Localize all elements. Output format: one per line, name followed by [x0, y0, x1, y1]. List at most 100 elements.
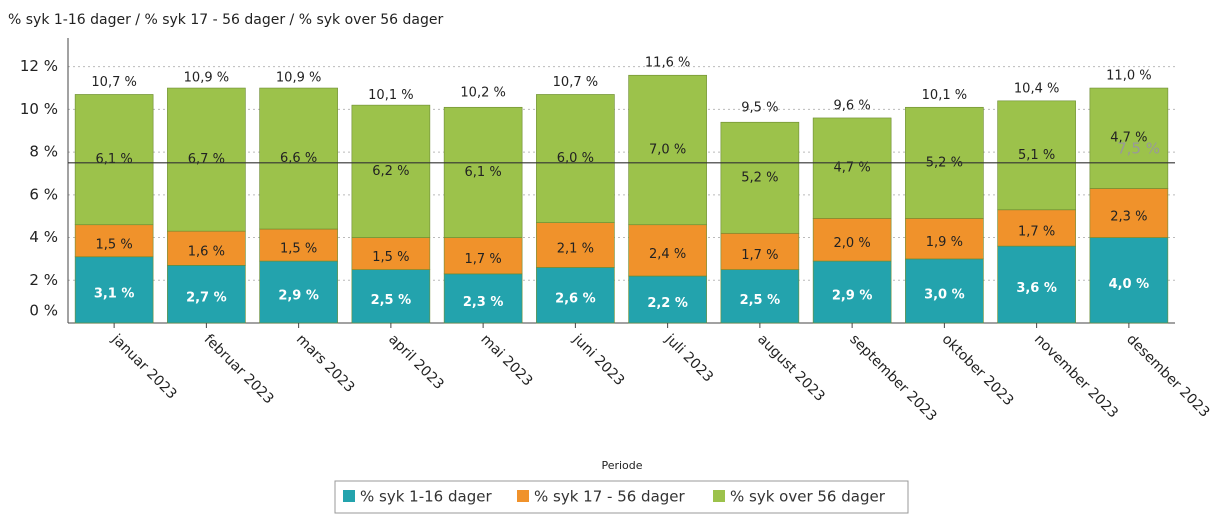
total-label: 10,7 % [91, 75, 136, 90]
x-tick-label: mai 2023 [477, 331, 535, 389]
data-label: 1,7 % [465, 252, 502, 267]
bar-segment [536, 222, 615, 268]
data-label: 2,3 % [1110, 209, 1147, 224]
total-label: 10,7 % [553, 75, 598, 90]
data-label: 6,0 % [557, 151, 594, 166]
bar-segment [351, 237, 431, 270]
reference-label: 7,5 % [1117, 139, 1160, 157]
x-tick-label: juli 2023 [661, 331, 716, 386]
bar-segment [628, 74, 707, 226]
data-label: 1,6 % [188, 245, 225, 260]
data-label: 6,1 % [465, 165, 502, 180]
data-label: 5,1 % [1018, 148, 1055, 163]
bar-segment [720, 232, 800, 270]
x-tick-label: desember 2023 [1123, 331, 1210, 420]
legend-label[interactable]: % syk over 56 dager [730, 488, 886, 506]
x-tick-label: juni 2023 [569, 331, 627, 389]
total-label: 9,6 % [834, 98, 871, 113]
bar-segment [167, 230, 246, 266]
bar-segment [351, 104, 431, 238]
data-label: 2,0 % [834, 236, 871, 251]
x-tick-label: april 2023 [385, 331, 447, 393]
legend-swatch[interactable] [343, 490, 355, 502]
bar-segment [997, 245, 1076, 324]
bar-segment [259, 87, 338, 230]
data-label: 6,2 % [372, 164, 409, 179]
bar-segment [812, 218, 892, 262]
data-label: 1,7 % [1018, 224, 1055, 239]
bar-segment [628, 224, 707, 277]
legend-swatch[interactable] [517, 490, 529, 502]
data-label: 2,3 % [463, 295, 504, 310]
data-label: 2,1 % [557, 242, 594, 257]
data-label: 2,5 % [740, 293, 781, 308]
legend-label[interactable]: % syk 17 - 56 dager [534, 488, 686, 506]
bar-segment [997, 209, 1076, 247]
x-axis-title: Periode [601, 459, 642, 472]
total-label: 10,2 % [460, 86, 505, 101]
data-label: 4,0 % [1109, 277, 1150, 292]
data-label: 2,4 % [649, 247, 686, 262]
bar-segment [536, 267, 615, 324]
x-tick-label: februar 2023 [201, 331, 277, 407]
data-label: 6,6 % [280, 151, 317, 166]
bar-segment [720, 121, 800, 234]
legend-swatch[interactable] [713, 490, 725, 502]
data-label: 3,6 % [1016, 281, 1057, 296]
data-label: 1,7 % [741, 248, 778, 263]
data-label: 4,7 % [834, 161, 871, 176]
bar-segment [259, 260, 338, 324]
x-tick-label: november 2023 [1031, 331, 1121, 421]
data-label: 2,5 % [371, 293, 412, 308]
data-label: 2,9 % [278, 289, 319, 304]
total-label: 9,5 % [741, 101, 778, 116]
total-label: 10,1 % [368, 88, 413, 103]
total-label: 10,9 % [276, 71, 321, 86]
data-label: 2,2 % [647, 296, 688, 311]
total-label: 11,6 % [645, 56, 690, 71]
total-label: 11,0 % [1106, 69, 1151, 84]
bar-segment [167, 87, 246, 232]
total-label: 10,9 % [184, 71, 229, 86]
total-label: 10,4 % [1014, 81, 1059, 96]
x-tick-label: mars 2023 [293, 331, 358, 396]
y-tick-label: 4 % [29, 228, 58, 246]
data-label: 3,0 % [924, 287, 965, 302]
data-label: 3,1 % [94, 286, 135, 301]
x-tick-label: januar 2023 [108, 331, 180, 403]
data-label: 5,2 % [741, 170, 778, 185]
data-label: 2,7 % [186, 291, 227, 306]
data-label: 6,7 % [188, 152, 225, 167]
y-tick-label: 10 % [20, 100, 58, 118]
bar-segment [720, 269, 800, 324]
bar-segment [812, 260, 892, 324]
x-tick-label: august 2023 [754, 331, 828, 405]
data-label: 1,5 % [96, 237, 133, 252]
bar-segment [997, 100, 1076, 211]
chart-title: % syk 1-16 dager / % syk 17 - 56 dager /… [8, 12, 444, 28]
data-label: 4,7 % [1110, 131, 1147, 146]
bar-segment [443, 106, 523, 238]
y-tick-label: 2 % [29, 271, 58, 289]
legend-box [334, 480, 909, 514]
data-label: 6,1 % [96, 152, 133, 167]
y-tick-label: 12 % [20, 57, 58, 75]
bar-segment [259, 228, 338, 262]
y-tick-label: 0 % [29, 302, 58, 320]
bar-segment [74, 94, 154, 226]
legend-label[interactable]: % syk 1-16 dager [360, 488, 492, 506]
total-label: 10,1 % [922, 88, 967, 103]
bar-segment [443, 273, 523, 324]
bar-segment [536, 94, 615, 223]
data-label: 2,6 % [555, 292, 596, 307]
data-label: 2,9 % [832, 289, 873, 304]
y-tick-label: 8 % [29, 143, 58, 161]
data-label: 7,0 % [649, 142, 686, 157]
bar-segment [1089, 188, 1169, 238]
bar-segment [443, 237, 523, 275]
data-label: 1,5 % [372, 250, 409, 265]
bar-segment [1089, 237, 1169, 324]
y-tick-label: 6 % [29, 185, 58, 203]
bar-segment [812, 117, 892, 219]
